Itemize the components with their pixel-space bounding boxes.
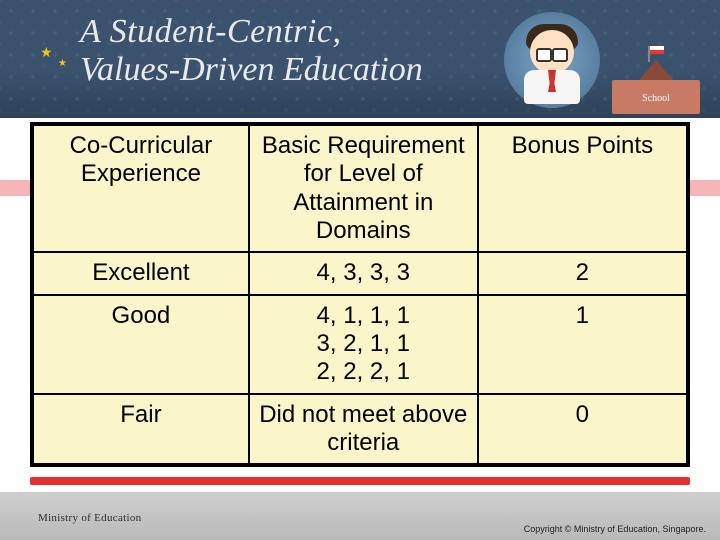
school-label: School (612, 93, 700, 104)
banner-title-line2: Values-Driven Education (80, 52, 423, 88)
cell-bonus: 1 (478, 295, 687, 394)
cell-experience: Fair (33, 394, 249, 465)
red-accent-bar (30, 477, 690, 485)
cca-table: Co-Curricular Experience Basic Requireme… (30, 122, 690, 467)
cell-requirement: 4, 1, 1, 1 3, 2, 1, 1 2, 2, 2, 1 (249, 295, 478, 394)
slide-stage: ★ ★ A Student-Centric, Values-Driven Edu… (0, 0, 720, 540)
title-banner: ★ ★ A Student-Centric, Values-Driven Edu… (0, 0, 720, 118)
cell-experience: Excellent (33, 252, 249, 294)
school-icon: School (612, 60, 700, 114)
banner-title: A Student-Centric, Values-Driven Educati… (80, 14, 423, 87)
star-icon: ★ (58, 58, 67, 69)
student-avatar (504, 12, 600, 108)
cell-requirement: 4, 3, 3, 3 (249, 252, 478, 294)
ministry-label: Ministry of Education (38, 512, 141, 524)
table-header-row: Co-Curricular Experience Basic Requireme… (33, 125, 687, 252)
cca-table-grid: Co-Curricular Experience Basic Requireme… (32, 124, 688, 465)
copyright-text: Copyright © Ministry of Education, Singa… (524, 524, 706, 534)
table-row: Good 4, 1, 1, 1 3, 2, 1, 1 2, 2, 2, 1 1 (33, 295, 687, 394)
table-row: Fair Did not meet above criteria 0 (33, 394, 687, 465)
star-icon: ★ (40, 44, 53, 61)
banner-title-line1: A Student-Centric, (80, 14, 423, 50)
cell-bonus: 2 (478, 252, 687, 294)
col-header-requirement: Basic Requirement for Level of Attainmen… (249, 125, 478, 252)
col-header-bonus: Bonus Points (478, 125, 687, 252)
table-row: Excellent 4, 3, 3, 3 2 (33, 252, 687, 294)
cell-experience: Good (33, 295, 249, 394)
cell-bonus: 0 (478, 394, 687, 465)
col-header-experience: Co-Curricular Experience (33, 125, 249, 252)
cell-requirement: Did not meet above criteria (249, 394, 478, 465)
